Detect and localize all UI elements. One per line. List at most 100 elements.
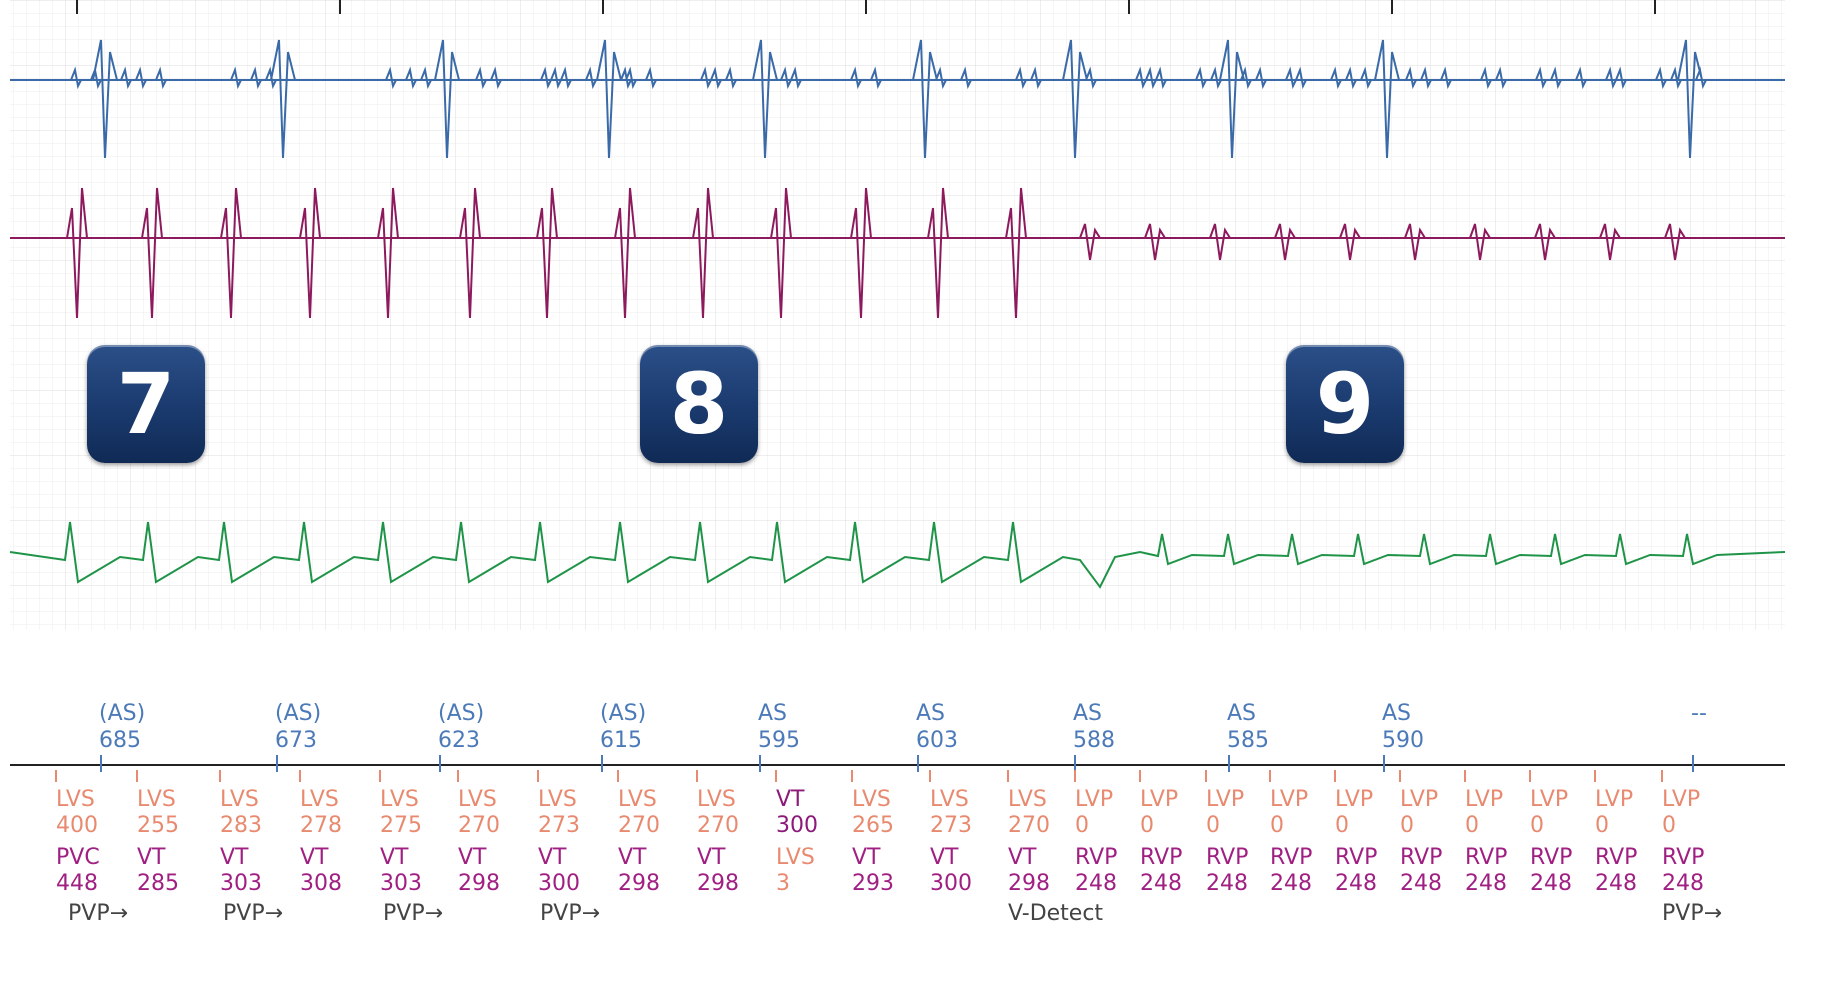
rv-marker-value: 248 [1075, 871, 1117, 896]
rv-marker-value: 285 [137, 871, 179, 896]
lv-marker-row: LVS400LVS255LVS283LVS278LVS275LVS270LVS2… [56, 787, 1700, 838]
rv-marker-value: 248 [1465, 871, 1507, 896]
rv-marker-value: 248 [1662, 871, 1704, 896]
rv-marker-value: 300 [538, 871, 580, 896]
annotation-label: V-Detect [1008, 901, 1103, 926]
rv-marker-value: 303 [220, 871, 262, 896]
rv-marker-label: VT [380, 845, 409, 870]
lv-marker-label: LVP [1400, 787, 1438, 812]
atrial-marker-label: (AS) [438, 701, 484, 726]
rv-marker-label: VT [538, 845, 567, 870]
atrial-marker-value: 685 [99, 728, 141, 753]
atrial-marker-label: AS [1382, 701, 1411, 726]
rv-marker-label: VT [1008, 845, 1037, 870]
lv-marker-label: LVP [1206, 787, 1244, 812]
rv-marker-label: LVS [776, 845, 815, 870]
atrial-marker-label: AS [1073, 701, 1102, 726]
lv-marker-value: 265 [852, 813, 894, 838]
annotation-label: PVP→ [540, 901, 600, 926]
lv-marker-label: LVP [1595, 787, 1633, 812]
rv-marker-label: RVP [1270, 845, 1312, 870]
rv-marker-label: RVP [1206, 845, 1248, 870]
rv-marker-value: 248 [1206, 871, 1248, 896]
lv-marker-value: 0 [1400, 813, 1414, 838]
lv-marker-label: LVS [618, 787, 657, 812]
atrial-marker-value: 585 [1227, 728, 1269, 753]
atrial-marker-label: AS [1227, 701, 1256, 726]
rv-marker-label: PVC [56, 845, 100, 870]
lv-marker-value: 273 [930, 813, 972, 838]
lv-marker-label: LVP [1662, 787, 1700, 812]
rv-marker-label: VT [618, 845, 647, 870]
lv-marker-label: LVS [300, 787, 339, 812]
annotation-label: PVP→ [223, 901, 283, 926]
lv-marker-value: 400 [56, 813, 98, 838]
atrial-marker-value: 588 [1073, 728, 1115, 753]
atrial-marker-label: AS [758, 701, 787, 726]
lv-marker-label: LVS [137, 787, 176, 812]
lv-marker-value: 270 [618, 813, 660, 838]
rv-marker-label: RVP [1140, 845, 1182, 870]
lv-marker-value: 273 [538, 813, 580, 838]
lv-marker-label: LVS [56, 787, 95, 812]
rv-marker-label: VT [930, 845, 959, 870]
lv-marker-value: 278 [300, 813, 342, 838]
rv-marker-value: 3 [776, 871, 790, 896]
atrial-marker-label: AS [916, 701, 945, 726]
lv-marker-value: 0 [1335, 813, 1349, 838]
rv-marker-label: RVP [1075, 845, 1117, 870]
lv-marker-label: LVS [930, 787, 969, 812]
rv-marker-value: 448 [56, 871, 98, 896]
atrial-marker-row: (AS)685(AS)673(AS)623(AS)615AS595AS603AS… [99, 701, 1707, 753]
atrial-marker-label: (AS) [99, 701, 145, 726]
rv-marker-value: 298 [697, 871, 739, 896]
surface-ecg-trace [9, 521, 1786, 589]
rv-marker-value: 300 [930, 871, 972, 896]
lv-marker-value: 275 [380, 813, 422, 838]
annotation-label: PVP→ [383, 901, 443, 926]
rv-marker-value: 248 [1595, 871, 1637, 896]
lv-marker-value: 270 [458, 813, 500, 838]
lv-marker-label: LVP [1530, 787, 1568, 812]
lv-marker-label: LVS [458, 787, 497, 812]
rv-marker-value: 308 [300, 871, 342, 896]
lv-marker-value: 0 [1270, 813, 1284, 838]
rv-marker-value: 298 [618, 871, 660, 896]
lv-marker-value: 270 [1008, 813, 1050, 838]
ecg-grid [10, 0, 1785, 630]
time-ticks [76, 0, 1656, 14]
atrial-marker-value: 595 [758, 728, 800, 753]
rv-marker-row: PVC448VT285VT303VT308VT303VT298VT300VT29… [56, 845, 1704, 896]
step-badge-7: 7 [87, 345, 205, 463]
lv-marker-value: 0 [1530, 813, 1544, 838]
lv-marker-value: 0 [1595, 813, 1609, 838]
lv-marker-value: 300 [776, 813, 818, 838]
lv-marker-value: 0 [1465, 813, 1479, 838]
annotation-label: PVP→ [1662, 901, 1722, 926]
lv-marker-label: LVP [1335, 787, 1373, 812]
lv-marker-value: 283 [220, 813, 262, 838]
lv-marker-label: LVS [697, 787, 736, 812]
lv-marker-label: LVS [380, 787, 419, 812]
traces [9, 39, 1786, 589]
rv-marker-value: 303 [380, 871, 422, 896]
atrial-marker-label: -- [1691, 701, 1707, 726]
lv-marker-label: LVP [1075, 787, 1113, 812]
rv-marker-label: VT [697, 845, 726, 870]
rv-marker-label: VT [458, 845, 487, 870]
rv-marker-value: 248 [1335, 871, 1377, 896]
lv-marker-value: 0 [1662, 813, 1676, 838]
lv-marker-label: LVP [1270, 787, 1308, 812]
atrial-marker-value: 590 [1382, 728, 1424, 753]
rv-marker-value: 248 [1530, 871, 1572, 896]
rv-marker-label: VT [300, 845, 329, 870]
atrial-marker-value: 615 [600, 728, 642, 753]
atrial-egm-trace [10, 39, 1785, 159]
atrial-marker-label: (AS) [275, 701, 321, 726]
rv-marker-label: VT [137, 845, 166, 870]
lv-marker-label: VT [776, 787, 805, 812]
rv-marker-label: RVP [1662, 845, 1704, 870]
rv-marker-value: 248 [1140, 871, 1182, 896]
rv-marker-value: 298 [1008, 871, 1050, 896]
